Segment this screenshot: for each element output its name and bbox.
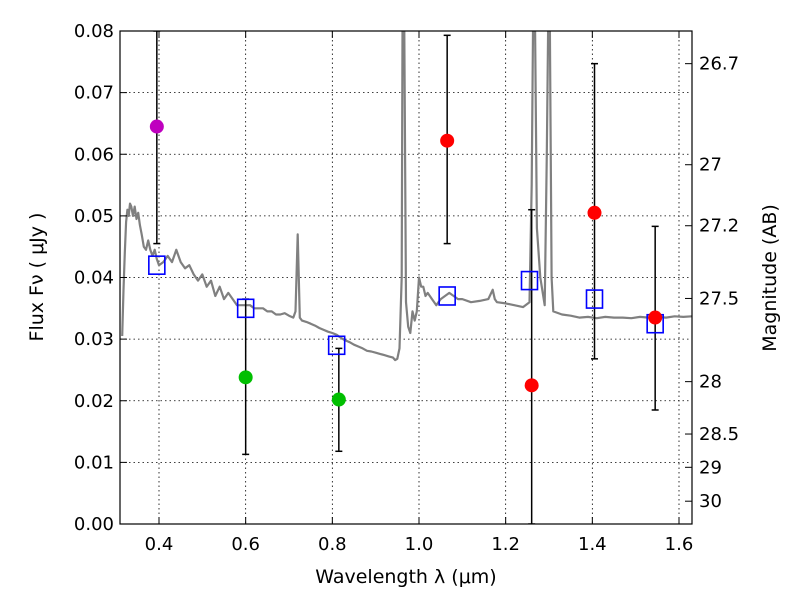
y-tick-label: 0.01 bbox=[74, 452, 114, 473]
observed-flux-point bbox=[149, 119, 164, 134]
y-tick-label: 0.07 bbox=[74, 83, 114, 104]
model-photometry-layer bbox=[148, 255, 664, 356]
right-tick-label: 28.5 bbox=[699, 424, 739, 445]
x-tick-label: 1.4 bbox=[578, 534, 607, 555]
y-tick-label: 0.04 bbox=[74, 268, 114, 289]
y-axis-title: Flux Fν ( μJy ) bbox=[26, 213, 48, 342]
right-tick-label: 27.2 bbox=[699, 216, 739, 237]
right-tick-label: 30 bbox=[699, 491, 722, 512]
x-tick-label: 0.6 bbox=[231, 534, 260, 555]
model-photometry-square bbox=[236, 298, 255, 319]
model-photometry-square bbox=[148, 255, 166, 275]
model-photometry-square bbox=[327, 335, 346, 356]
right-axis-title: Magnitude (AB) bbox=[759, 204, 781, 352]
right-tick-label: 29 bbox=[699, 457, 722, 478]
model-photometry-square bbox=[438, 286, 456, 306]
y-axis-ticks: 0.00 0.01 0.02 0.03 0.04 0.05 0.06 0.07 0.08 bbox=[74, 21, 127, 535]
right-tick-label: 27.5 bbox=[699, 288, 739, 309]
y-tick-label: 0.06 bbox=[74, 144, 114, 165]
x-tick-label: 0.4 bbox=[145, 534, 174, 555]
y-tick-label: 0.08 bbox=[74, 21, 114, 42]
observed-flux-point bbox=[440, 133, 455, 148]
right-tick-label: 26.7 bbox=[699, 54, 739, 75]
y-tick-label: 0.02 bbox=[74, 391, 114, 412]
right-tick-label: 27 bbox=[699, 155, 722, 176]
observed-photometry-layer bbox=[149, 119, 663, 407]
x-axis-title: Wavelength λ (μm) bbox=[315, 566, 496, 588]
observed-flux-point bbox=[648, 310, 663, 325]
model-photometry-square bbox=[585, 289, 604, 309]
x-tick-label: 0.8 bbox=[318, 534, 347, 555]
observed-flux-point bbox=[238, 370, 253, 385]
y-tick-label: 0.05 bbox=[74, 206, 114, 227]
model-photometry-square bbox=[520, 270, 539, 291]
model-spectrum-layer bbox=[121, 31, 692, 362]
x-tick-label: 1.6 bbox=[665, 534, 694, 555]
right-axis-ticks: 26.7 27 27.2 27.5 28 28.5 29 30 bbox=[685, 54, 739, 512]
model-spectrum-line bbox=[121, 31, 692, 362]
observed-flux-point bbox=[587, 205, 602, 220]
x-axis-ticks: 0.4 0.6 0.8 1.0 1.2 1.4 1.6 bbox=[145, 31, 694, 555]
x-tick-label: 1.0 bbox=[405, 534, 434, 555]
observed-flux-point bbox=[524, 378, 539, 393]
y-tick-label: 0.00 bbox=[74, 514, 114, 535]
observed-flux-point bbox=[331, 392, 346, 407]
x-tick-label: 1.2 bbox=[491, 534, 520, 555]
right-tick-label: 28 bbox=[699, 372, 722, 393]
y-tick-label: 0.03 bbox=[74, 329, 114, 350]
